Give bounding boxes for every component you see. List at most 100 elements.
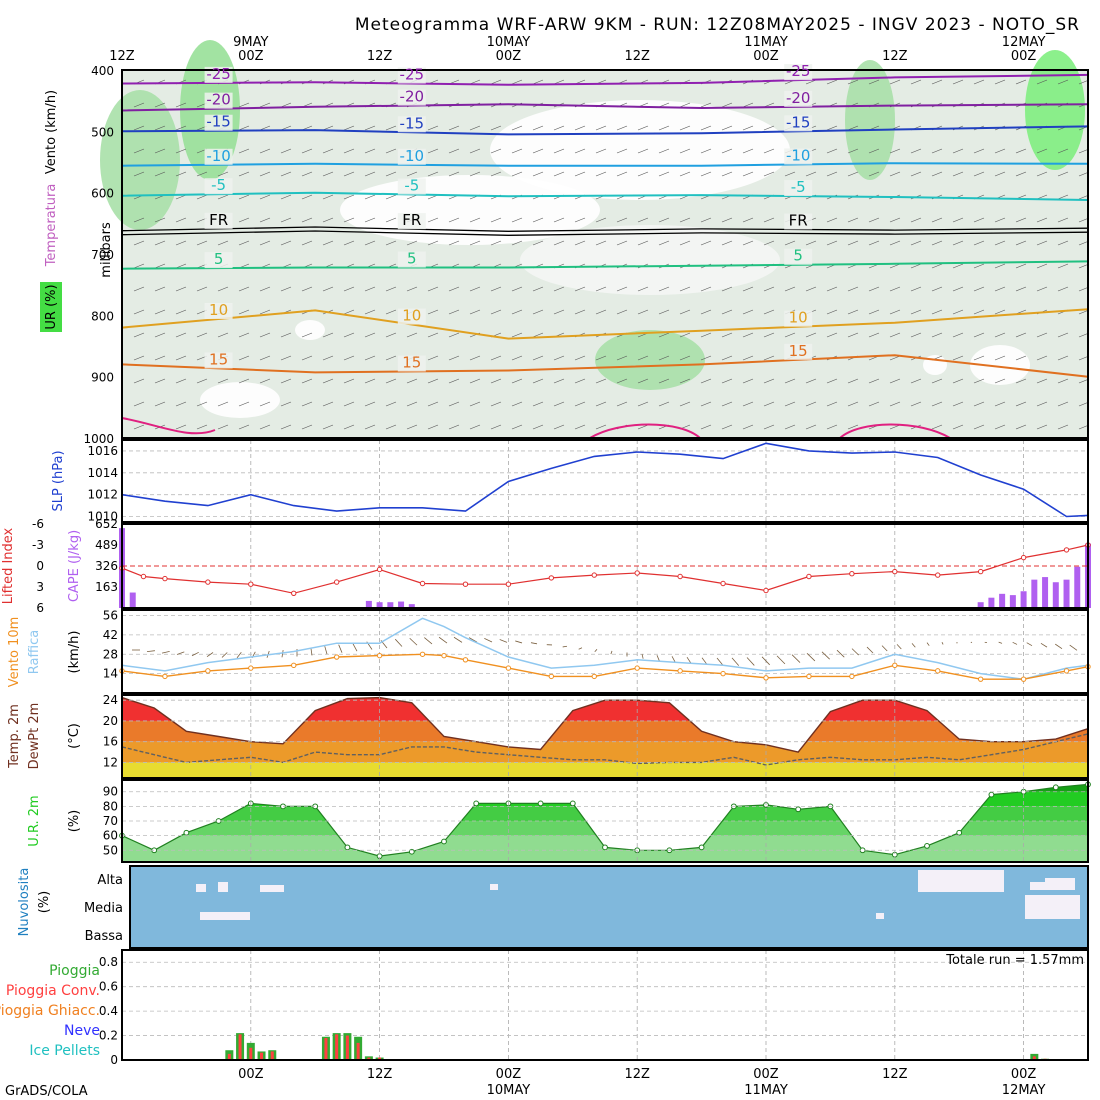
wind-barb <box>238 194 250 200</box>
top-time-tick-label: 00Z <box>496 49 522 64</box>
wind-arrow <box>776 655 786 665</box>
lifted-index-point <box>763 587 769 594</box>
wind-speed-point <box>548 673 555 680</box>
wind-barb <box>847 148 859 154</box>
isotherm-label-bg <box>784 213 813 230</box>
wind-arrow <box>424 637 433 645</box>
wind-barb <box>847 79 859 85</box>
wind-barb <box>175 286 187 292</box>
wind-barb <box>721 424 733 430</box>
temperature-band <box>122 741 1088 763</box>
temperature-tick-label: 12 <box>103 755 118 769</box>
wind-barb <box>826 217 838 223</box>
lifted-index-point <box>205 579 211 585</box>
wind-barb <box>406 378 418 384</box>
wind-barb <box>616 309 628 315</box>
isotherm-label: FR <box>789 211 808 229</box>
wind-barb <box>154 217 166 223</box>
wind-barb <box>742 332 754 338</box>
wind-speed-point <box>977 676 984 682</box>
wind-barb <box>595 286 607 292</box>
wind-barb <box>238 102 250 108</box>
precip-tick-label: 0.8 <box>99 955 118 969</box>
cloud-cover-block <box>876 913 884 919</box>
wind-barb <box>1036 401 1048 407</box>
wind-barb <box>238 424 250 430</box>
wind-barb <box>301 148 313 154</box>
wind-barb <box>175 240 187 246</box>
wind-barb <box>532 148 544 154</box>
wind-barb <box>448 378 460 384</box>
wind-barb <box>847 125 859 131</box>
cape-bar <box>129 592 136 608</box>
wind-barb <box>280 401 292 407</box>
isotherm-label: 5 <box>214 250 224 268</box>
wind-barb <box>805 401 817 407</box>
wind-arrow <box>1040 642 1048 648</box>
wind-barb <box>826 286 838 292</box>
wind-speed-point <box>205 668 211 674</box>
rh-frame <box>121 779 1089 863</box>
wind-barb <box>133 401 145 407</box>
wind-barb <box>175 378 187 384</box>
wind-arrow <box>176 651 185 655</box>
wind-barb <box>553 309 565 315</box>
wind-barb <box>1036 148 1048 154</box>
wind-barb <box>658 378 670 384</box>
rh-point <box>795 806 802 813</box>
wind-barb <box>679 240 691 246</box>
cape-bar <box>376 602 383 608</box>
wind-barb <box>868 378 880 384</box>
wind-barb <box>490 79 502 85</box>
isotherm-label: 10 <box>209 301 228 319</box>
wind-barb <box>742 125 754 131</box>
temperature-tick-label: 20 <box>103 714 118 728</box>
wind-barb <box>217 194 229 200</box>
convective-rain-bar <box>367 1057 371 1060</box>
lifted-index-point <box>548 575 555 581</box>
wind-barb <box>994 401 1006 407</box>
wind-barb <box>1036 263 1048 269</box>
isotherm-label-bg <box>397 178 426 195</box>
isotherm-label: 5 <box>793 247 803 265</box>
wind-barb <box>196 194 208 200</box>
wind-speed-point <box>1063 668 1070 674</box>
wind-barb <box>511 401 523 407</box>
axis-label-temp-unit: (°C) <box>67 723 82 749</box>
isotherm-label: -15 <box>786 113 811 131</box>
wind-barb <box>763 378 775 384</box>
bottom-time-tick-label: 00Z <box>753 1067 779 1082</box>
rh-band <box>122 806 1088 821</box>
wind-barb <box>805 424 817 430</box>
wind-barb <box>301 171 313 177</box>
wind-barb <box>973 79 985 85</box>
convective-rain-bar <box>335 1034 339 1060</box>
wind-barb <box>763 125 775 131</box>
wind-barb <box>616 286 628 292</box>
wind-barb <box>637 309 649 315</box>
isotherm-line <box>121 226 1089 232</box>
wind-barb <box>595 125 607 131</box>
wind-barb <box>931 240 943 246</box>
wind-barb <box>238 401 250 407</box>
wind-barb <box>259 125 271 131</box>
wind-barb <box>616 355 628 361</box>
wind-barb <box>679 378 691 384</box>
wind-barb <box>931 263 943 269</box>
wind-barb <box>1036 171 1048 177</box>
axis-label-nuvolosita: Nuvolosita <box>17 868 32 937</box>
bottom-date-label: 10MAY <box>487 1083 531 1098</box>
rh-point <box>473 800 480 807</box>
wind-barb <box>889 286 901 292</box>
cape-bar <box>977 602 984 608</box>
wind-barb <box>616 171 628 177</box>
wind-barb <box>595 355 607 361</box>
wind-barb <box>826 171 838 177</box>
wind-barb <box>931 424 943 430</box>
wind-barb <box>280 194 292 200</box>
wind-arrow <box>926 642 930 646</box>
wind-barb <box>826 79 838 85</box>
wind-barb <box>427 378 439 384</box>
wind-barb <box>1015 424 1027 430</box>
wind-barb <box>868 148 880 154</box>
